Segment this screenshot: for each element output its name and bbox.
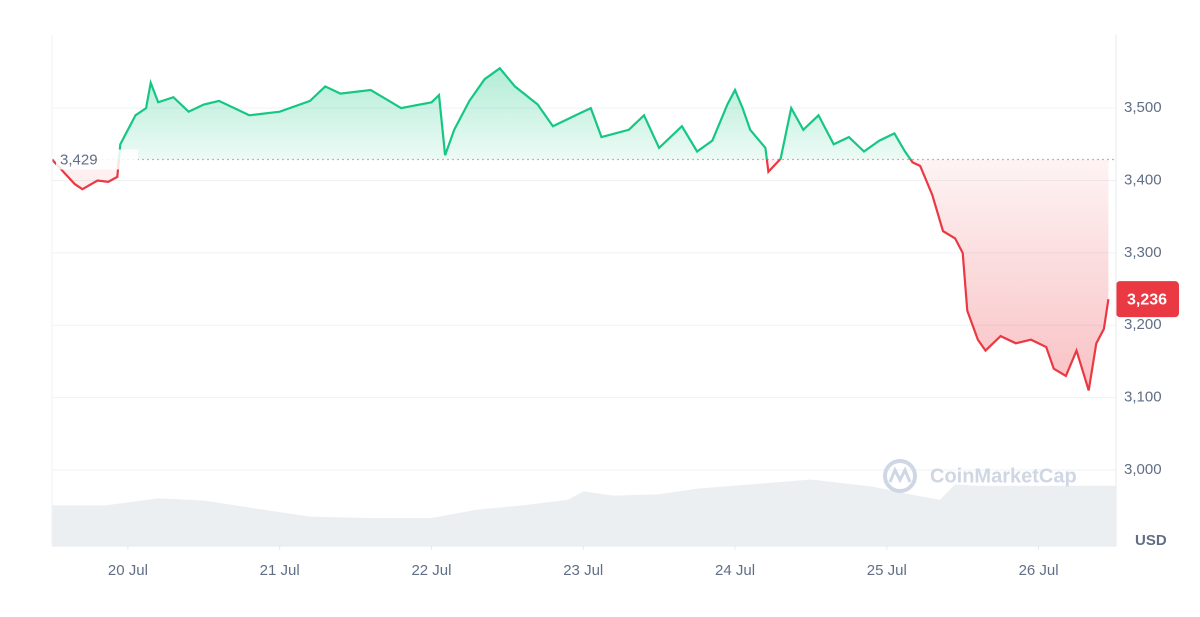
watermark-text: CoinMarketCap [930,465,1077,487]
watermark: CoinMarketCap [883,459,1077,493]
y-tick-label: 3,200 [1124,316,1162,333]
x-tick-label: 20 Jul [108,562,148,579]
y-tick-label: 3,500 [1124,99,1162,116]
x-tick-label: 25 Jul [867,562,907,579]
last-price-box [1116,281,1179,318]
price-line-down [52,159,1110,391]
volume-area [52,479,1116,546]
y-tick-label: 3,400 [1124,171,1162,188]
y-tick-label: 3,000 [1124,461,1162,478]
x-tick-label: 26 Jul [1019,562,1059,579]
baseline-label: 3,429 [60,151,98,168]
x-tick-label: 22 Jul [411,562,451,579]
baseline-label-bg [56,149,138,170]
y-tick-label: 3,100 [1124,389,1162,406]
y-tick-label: 3,300 [1124,244,1162,261]
y-unit: USD [1135,532,1167,549]
x-tick-label: 23 Jul [563,562,603,579]
area-down [52,159,1109,391]
price-line-up [52,66,912,160]
x-tick-label: 24 Jul [715,562,755,579]
x-tick-label: 21 Jul [260,562,300,579]
area-up [118,68,911,160]
last-price-label: 3,236 [1127,291,1167,308]
